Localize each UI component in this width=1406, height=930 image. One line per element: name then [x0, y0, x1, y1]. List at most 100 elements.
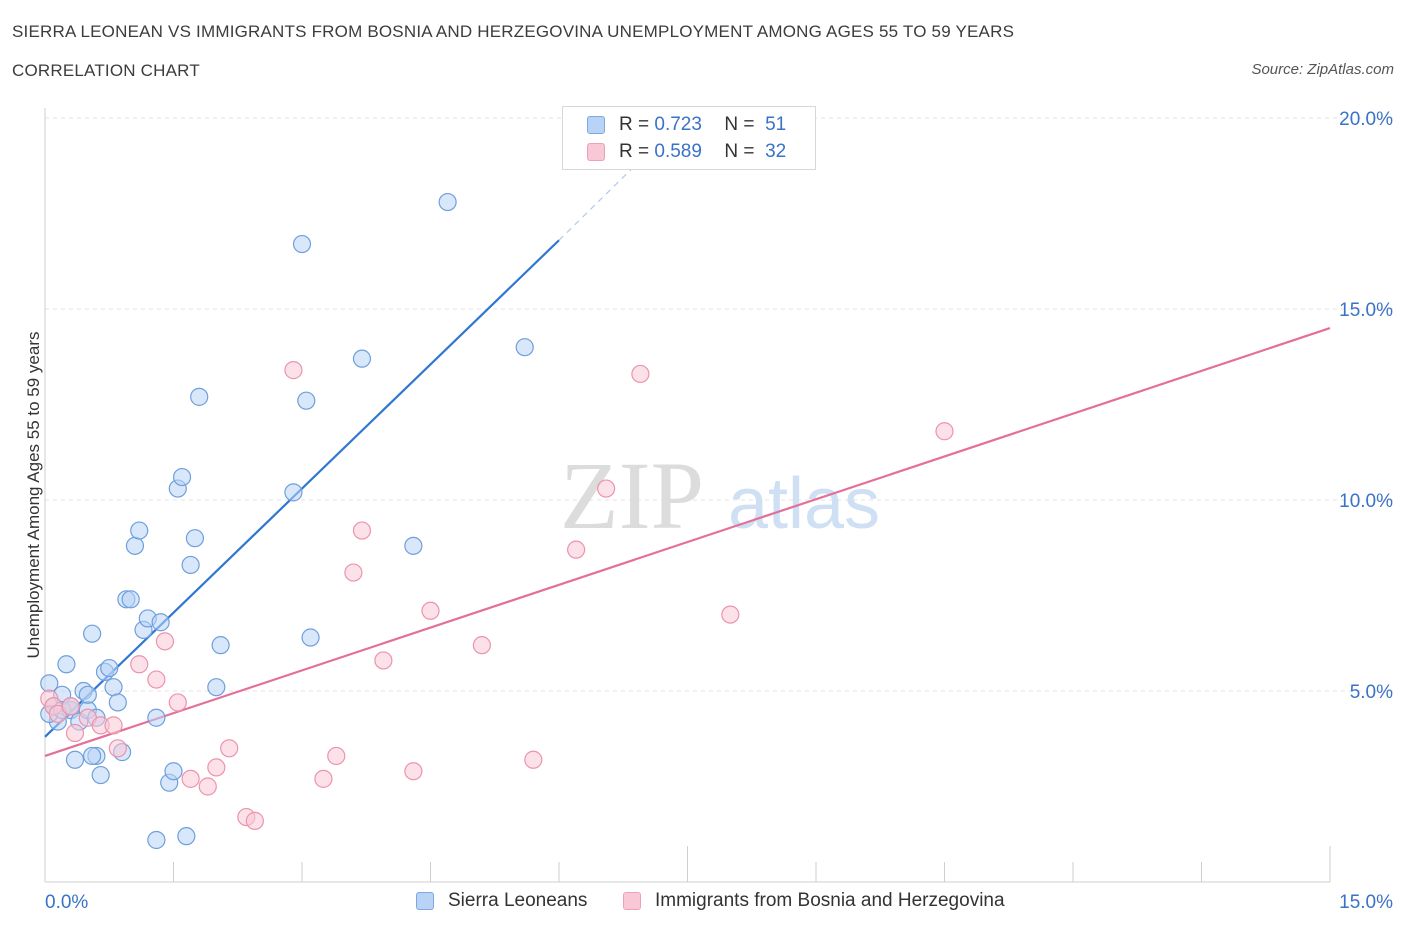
point-bosnia-immigrant — [472, 636, 491, 655]
legend-n-value: 51 — [765, 114, 787, 135]
series-legend-sierra-leoneans[interactable]: Sierra Leoneans — [416, 890, 587, 912]
point-bosnia-immigrant — [130, 655, 149, 674]
point-sierra-leonean — [164, 762, 183, 781]
point-sierra-leonean — [125, 536, 145, 555]
y-axis-label: Unemployment Among Ages 55 to 59 years — [24, 331, 43, 659]
point-bosnia-immigrant — [344, 563, 363, 582]
x-tick-label: 15.0% — [1339, 892, 1393, 913]
trend-line-sierra-leonean — [44, 239, 560, 738]
point-sierra-leonean — [284, 483, 303, 502]
series-swatch-pink — [623, 892, 641, 910]
point-bosnia-immigrant — [721, 605, 740, 624]
watermark-zip: ZIP — [560, 442, 704, 549]
point-sierra-leonean — [292, 234, 312, 254]
point-sierra-leonean — [147, 830, 166, 850]
point-bosnia-immigrant — [245, 811, 264, 830]
point-sierra-leonean — [65, 750, 85, 769]
chart-subtitle: CORRELATION CHART — [12, 61, 200, 80]
point-bosnia-immigrant — [374, 651, 393, 670]
data-points — [40, 192, 954, 850]
legend-r-label: R = — [619, 141, 650, 162]
point-bosnia-immigrant — [155, 632, 175, 651]
gridlines — [45, 117, 1395, 692]
legend-r-label: R = — [619, 114, 650, 135]
point-sierra-leonean — [438, 192, 457, 212]
legend-r-value: 0.589 — [654, 141, 702, 162]
point-sierra-leonean — [83, 746, 102, 766]
point-bosnia-immigrant — [108, 739, 127, 758]
chart-title: SIERRA LEONEAN VS IMMIGRANTS FROM BOSNIA… — [12, 22, 1015, 41]
series-legend-label: Sierra Leoneans — [448, 890, 588, 911]
point-sierra-leonean — [190, 387, 209, 406]
point-sierra-leonean — [91, 765, 110, 785]
point-bosnia-immigrant — [567, 540, 586, 559]
series-swatch-blue — [416, 892, 434, 910]
point-sierra-leonean — [404, 536, 423, 555]
point-sierra-leonean — [151, 613, 170, 632]
series-legend-bosnia[interactable]: Immigrants from Bosnia and Herzegovina — [623, 890, 1005, 912]
point-sierra-leonean — [211, 636, 230, 655]
point-sierra-leonean — [172, 467, 192, 487]
x-tick-label: 0.0% — [45, 892, 88, 913]
axes — [44, 108, 1331, 883]
y-tick-label: 20.0% — [1339, 109, 1393, 130]
point-sierra-leonean — [207, 678, 226, 697]
legend-n-value: 32 — [765, 141, 787, 162]
point-bosnia-immigrant — [524, 750, 543, 769]
point-bosnia-immigrant — [404, 762, 423, 781]
legend-row-bosnia: R = 0.589 N = 32 — [587, 139, 786, 165]
point-sierra-leonean — [104, 678, 123, 697]
point-bosnia-immigrant — [327, 746, 346, 766]
point-sierra-leonean — [108, 693, 127, 712]
trend-line-bosnia — [44, 327, 1331, 757]
legend-n-label: N = — [724, 114, 755, 135]
point-bosnia-immigrant — [597, 479, 616, 498]
legend-swatch-pink — [587, 143, 605, 161]
point-sierra-leonean — [185, 529, 205, 548]
point-sierra-leonean — [130, 521, 149, 540]
point-sierra-leonean — [352, 349, 372, 368]
trend-extension-sierra-leonean — [558, 155, 646, 241]
point-bosnia-immigrant — [421, 601, 440, 620]
point-bosnia-immigrant — [352, 521, 372, 540]
trend-lines — [44, 155, 1331, 757]
legend-swatch-blue — [587, 116, 605, 134]
point-bosnia-immigrant — [181, 769, 200, 788]
y-tick-label: 5.0% — [1350, 682, 1393, 703]
point-sierra-leonean — [301, 628, 320, 647]
point-sierra-leonean — [83, 624, 102, 643]
legend-r-value: 0.723 — [654, 114, 702, 135]
point-bosnia-immigrant — [147, 670, 166, 689]
legend-row-sierra-leoneans: R = 0.723 N = 51 — [587, 112, 786, 138]
point-bosnia-immigrant — [198, 777, 217, 796]
tick-labels: 5.0% 10.0% 15.0% 20.0% 0.0% 15.0% — [45, 109, 1393, 913]
point-bosnia-immigrant — [314, 769, 333, 788]
point-bosnia-immigrant — [935, 422, 954, 441]
watermark: ZIP atlas — [560, 442, 880, 549]
y-tick-label: 10.0% — [1339, 491, 1393, 512]
point-sierra-leonean — [100, 658, 119, 678]
correlation-legend: R = 0.723 N = 51 R = 0.589 N = 32 — [562, 106, 816, 170]
source-label: Source: ZipAtlas.com — [1251, 61, 1394, 78]
point-bosnia-immigrant — [207, 758, 226, 777]
point-bosnia-immigrant — [65, 723, 85, 743]
point-bosnia-immigrant — [168, 693, 187, 712]
point-bosnia-immigrant — [220, 739, 239, 758]
series-legend-label: Immigrants from Bosnia and Herzegovina — [655, 890, 1005, 911]
point-sierra-leonean — [78, 685, 97, 704]
point-sierra-leonean — [177, 827, 196, 846]
point-sierra-leonean — [57, 655, 76, 674]
point-sierra-leonean — [181, 555, 200, 575]
y-tick-label: 15.0% — [1339, 300, 1393, 321]
point-sierra-leonean — [297, 391, 316, 410]
point-bosnia-immigrant — [284, 361, 303, 380]
legend-n-label: N = — [724, 141, 755, 162]
point-sierra-leonean — [121, 590, 140, 609]
series-legend: Sierra Leoneans Immigrants from Bosnia a… — [0, 890, 1406, 916]
point-sierra-leonean — [147, 708, 166, 727]
point-sierra-leonean — [515, 338, 534, 357]
point-bosnia-immigrant — [631, 364, 650, 384]
point-bosnia-immigrant — [61, 697, 80, 716]
point-bosnia-immigrant — [104, 716, 123, 735]
